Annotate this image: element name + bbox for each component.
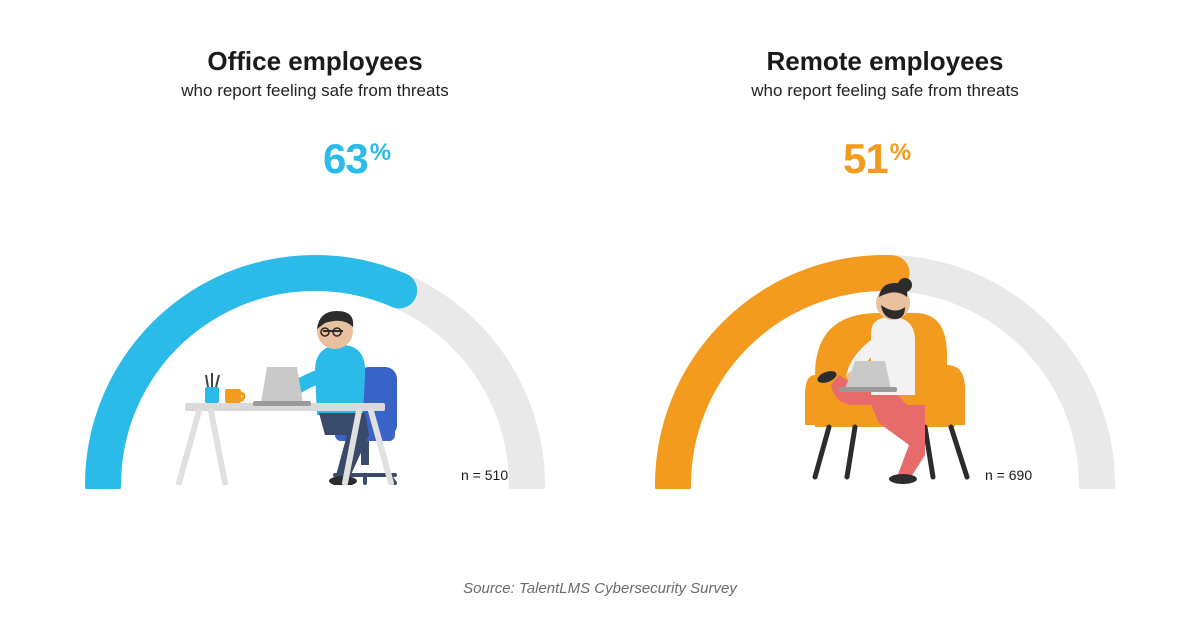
percent-symbol: % [370, 139, 391, 166]
percent-symbol: % [890, 139, 911, 166]
sample-size-label: n = 510 [461, 467, 508, 483]
percent-number: 63 [323, 135, 368, 182]
panel-title: Office employees [207, 46, 422, 77]
panel-title: Remote employees [767, 46, 1004, 77]
percent-number: 51 [843, 135, 888, 182]
panels-row: Office employees who report feeling safe… [0, 0, 1200, 489]
gauge-wrap: 51% n = 690 [645, 129, 1125, 489]
panel-office: Office employees who report feeling safe… [75, 46, 555, 489]
panel-subtitle: who report feeling safe from threats [751, 81, 1018, 101]
remote-worker-icon [775, 255, 995, 485]
source-caption: Source: TalentLMS Cybersecurity Survey [0, 580, 1200, 597]
percent-label: 51% [843, 135, 911, 183]
panel-remote: Remote employees who report feeling safe… [645, 46, 1125, 489]
gauge-wrap: 63% n = 510 [75, 129, 555, 489]
office-worker-icon [165, 275, 465, 485]
panel-subtitle: who report feeling safe from threats [181, 81, 448, 101]
percent-label: 63% [323, 135, 391, 183]
